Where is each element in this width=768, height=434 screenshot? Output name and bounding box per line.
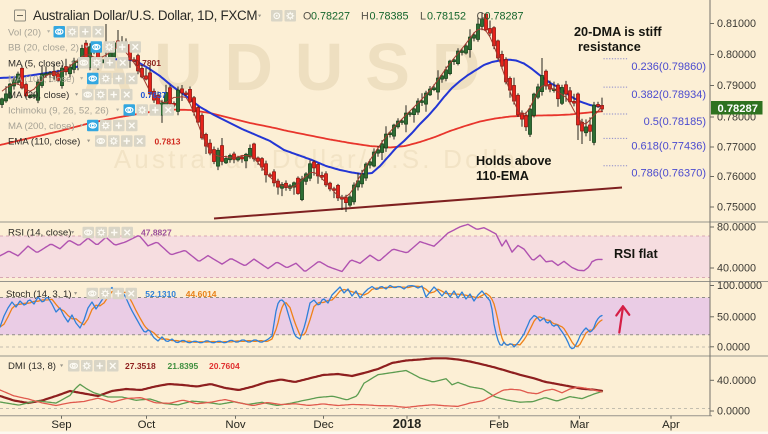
svg-text:Ichimoku (9, 26, 52, 26): Ichimoku (9, 26, 52, 26) bbox=[8, 106, 109, 117]
svg-text:27.3518: 27.3518 bbox=[125, 361, 156, 371]
svg-text:0.236(0.79860): 0.236(0.79860) bbox=[631, 61, 706, 73]
svg-text:40.0000: 40.0000 bbox=[717, 375, 756, 387]
svg-text:0.0000: 0.0000 bbox=[717, 406, 750, 418]
svg-text:50.0000: 50.0000 bbox=[717, 312, 756, 324]
svg-text:100.0000: 100.0000 bbox=[717, 280, 762, 292]
svg-text:Nov: Nov bbox=[225, 419, 246, 431]
svg-text:Dec: Dec bbox=[313, 419, 334, 431]
svg-text:0.618(0.77436): 0.618(0.77436) bbox=[631, 140, 706, 152]
svg-text:H: H bbox=[361, 11, 369, 23]
svg-text:RSI flat: RSI flat bbox=[614, 247, 658, 261]
svg-text:Oct: Oct bbox=[138, 419, 157, 431]
svg-text:80.0000: 80.0000 bbox=[717, 222, 756, 234]
svg-text:L: L bbox=[420, 11, 426, 23]
svg-text:MA (200, close): MA (200, close) bbox=[8, 121, 75, 132]
svg-text:0.78227: 0.78227 bbox=[311, 11, 350, 23]
svg-text:40.0000: 40.0000 bbox=[717, 263, 756, 275]
svg-text:MA (100, close): MA (100, close) bbox=[8, 74, 75, 85]
svg-text:0.0000: 0.0000 bbox=[717, 342, 750, 354]
svg-text:Australian Dollar/U.S. Dollar: Australian Dollar/U.S. Dollar bbox=[114, 144, 530, 174]
svg-text:44.6014: 44.6014 bbox=[186, 289, 217, 299]
svg-text:47.8827: 47.8827 bbox=[141, 227, 172, 237]
svg-text:110-EMA: 110-EMA bbox=[476, 169, 529, 183]
svg-text:0.78152: 0.78152 bbox=[427, 11, 466, 23]
svg-text:Sep: Sep bbox=[51, 419, 71, 431]
svg-text:0.80000: 0.80000 bbox=[717, 49, 756, 61]
svg-text:0.76000: 0.76000 bbox=[717, 171, 756, 183]
svg-text:0.77000: 0.77000 bbox=[717, 142, 756, 154]
svg-text:DMI (13, 8): DMI (13, 8) bbox=[8, 361, 56, 372]
svg-text:Apr: Apr bbox=[662, 419, 680, 431]
svg-text:0.78000: 0.78000 bbox=[717, 112, 756, 124]
svg-text:EMA (110, close): EMA (110, close) bbox=[8, 137, 80, 148]
svg-text:0.786(0.76370): 0.786(0.76370) bbox=[631, 168, 706, 180]
svg-text:Stoch (14, 3, 1): Stoch (14, 3, 1) bbox=[6, 289, 72, 300]
svg-text:0.5(0.78185): 0.5(0.78185) bbox=[644, 116, 706, 128]
svg-text:MA (5, close): MA (5, close) bbox=[8, 58, 64, 69]
svg-text:C: C bbox=[477, 11, 485, 23]
svg-text:Feb: Feb bbox=[489, 419, 509, 431]
svg-text:0.7813: 0.7813 bbox=[155, 136, 181, 146]
svg-text:Holds above: Holds above bbox=[476, 154, 551, 168]
svg-text:0.81000: 0.81000 bbox=[717, 18, 756, 30]
svg-text:21.8395: 21.8395 bbox=[168, 361, 199, 371]
svg-text:MA (20, close): MA (20, close) bbox=[8, 90, 69, 101]
svg-text:0.78287: 0.78287 bbox=[718, 103, 758, 115]
svg-text:BB (20, close, 2): BB (20, close, 2) bbox=[8, 43, 79, 54]
svg-text:O: O bbox=[303, 11, 311, 23]
svg-text:2018: 2018 bbox=[393, 416, 421, 431]
svg-text:Vol (20): Vol (20) bbox=[8, 27, 41, 38]
svg-text:0.78385: 0.78385 bbox=[370, 11, 409, 23]
svg-text:0.7637: 0.7637 bbox=[141, 90, 167, 100]
svg-text:20-DMA is stiff: 20-DMA is stiff bbox=[574, 25, 662, 39]
svg-text:Australian Dollar/U.S. Dollar,: Australian Dollar/U.S. Dollar, 1D, FXCM bbox=[33, 8, 257, 23]
svg-text:52.1310: 52.1310 bbox=[145, 289, 176, 299]
svg-text:0.7801: 0.7801 bbox=[135, 58, 161, 68]
svg-text:resistance: resistance bbox=[578, 40, 641, 54]
svg-text:0.79000: 0.79000 bbox=[717, 80, 756, 92]
svg-text:0.78287: 0.78287 bbox=[485, 11, 524, 23]
svg-text:Mar: Mar bbox=[570, 419, 590, 431]
svg-text:0.382(0.78934): 0.382(0.78934) bbox=[631, 89, 706, 101]
svg-text:0.75000: 0.75000 bbox=[717, 202, 756, 214]
svg-text:20.7604: 20.7604 bbox=[209, 361, 240, 371]
svg-text:RSI (14, close): RSI (14, close) bbox=[8, 227, 71, 238]
